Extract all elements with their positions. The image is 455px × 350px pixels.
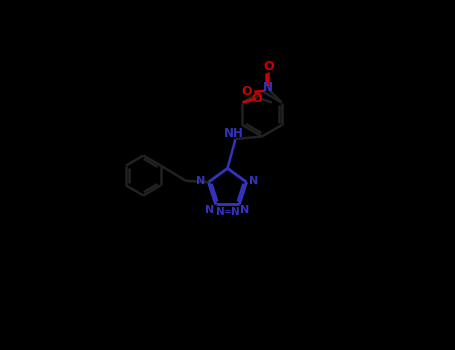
- Text: O: O: [241, 85, 252, 98]
- Text: NH: NH: [224, 127, 244, 140]
- Text: N═N: N═N: [216, 207, 239, 217]
- Text: O: O: [263, 60, 273, 73]
- Text: N: N: [249, 176, 258, 186]
- Text: N: N: [205, 205, 215, 215]
- Text: N: N: [263, 82, 273, 95]
- Text: N: N: [197, 176, 206, 186]
- Text: N: N: [240, 205, 250, 215]
- Text: O: O: [252, 92, 263, 105]
